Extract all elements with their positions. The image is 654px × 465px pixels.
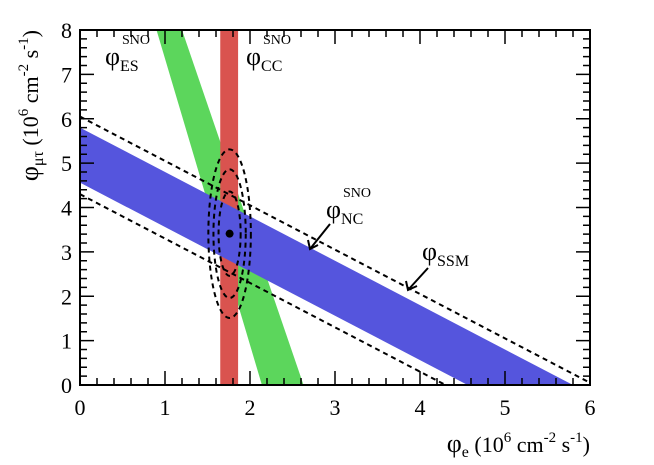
label-ssm: φSSM	[422, 237, 469, 270]
label-es: φES	[105, 42, 139, 75]
y-tick-label: 6	[61, 107, 72, 132]
x-tick-label: 0	[75, 395, 86, 420]
y-tick-label: 2	[61, 284, 72, 309]
ssm-upper-line	[80, 115, 590, 384]
y-tick-label: 8	[61, 18, 72, 43]
nc-band	[80, 127, 573, 385]
label-nc-sup: SNO	[343, 186, 371, 201]
contour-68	[217, 190, 242, 277]
contour-99	[207, 148, 252, 319]
label-cc: φCC	[246, 42, 282, 75]
nc-arrow	[307, 223, 331, 251]
x-tick-labels: 0 1 2 3 4 5 6	[75, 395, 596, 420]
x-tick-label: 3	[330, 395, 341, 420]
y-tick-label: 7	[61, 62, 72, 87]
y-tick-label: 1	[61, 329, 72, 354]
best-fit-point	[225, 229, 234, 238]
label-es-sup: SNO	[122, 33, 150, 48]
label-nc: φNC	[326, 195, 363, 228]
x-axis-title: φe (106 cm-2 s-1)	[447, 429, 590, 461]
y-tick-label: 5	[61, 151, 72, 176]
x-tick-label: 2	[245, 395, 256, 420]
ssm-arrow	[405, 267, 429, 292]
axis-ticks	[79, 29, 591, 386]
contour-95	[212, 168, 247, 300]
x-tick-label: 5	[500, 395, 511, 420]
ssm-lower-line	[80, 193, 446, 385]
x-tick-label: 6	[585, 395, 596, 420]
plot-area	[80, 30, 590, 385]
y-tick-labels: 0 1 2 3 4 5 6 7 8	[61, 18, 72, 398]
x-tick-label: 1	[160, 395, 171, 420]
y-axis-title: φμτ (106 cm-2 s-1)	[15, 30, 47, 181]
y-tick-label: 3	[61, 240, 72, 265]
label-cc-sup: SNO	[263, 33, 291, 48]
y-tick-label: 4	[61, 196, 72, 221]
x-tick-label: 4	[415, 395, 426, 420]
y-tick-label: 0	[61, 373, 72, 398]
